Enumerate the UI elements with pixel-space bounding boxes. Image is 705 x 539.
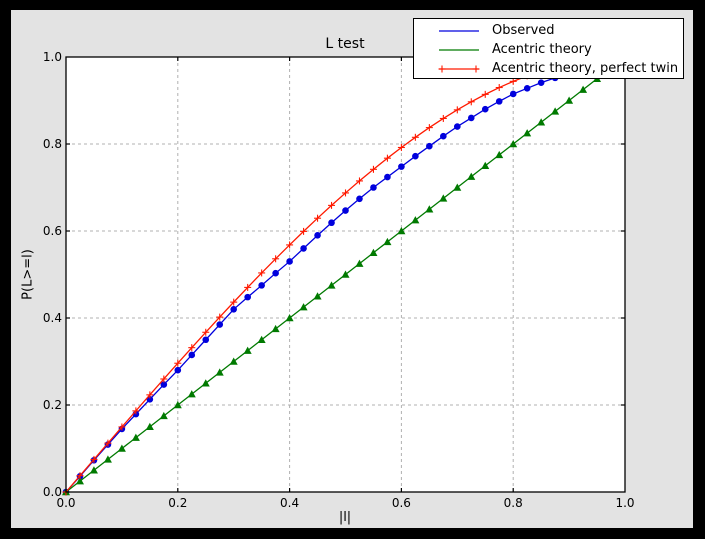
legend-item-perfect-twin: Acentric theory, perfect twin <box>414 59 683 78</box>
gridlines <box>66 57 625 492</box>
legend-label-acentric-theory: Acentric theory <box>492 42 592 57</box>
y-tick-label: 0.0 <box>42 485 62 499</box>
legend-sample-observed <box>439 29 479 32</box>
legend-sample-perfect-twin <box>438 65 480 72</box>
plot-area <box>62 53 629 496</box>
x-tick-label: 0.2 <box>168 496 188 510</box>
legend-label-observed: Observed <box>492 23 555 38</box>
x-tick-label: 1.0 <box>615 496 635 510</box>
x-tick-label: 0.0 <box>56 496 76 510</box>
legend-item-acentric-theory: Acentric theory <box>414 40 683 59</box>
legend: Observed Acentric theory Acentric theory… <box>413 18 684 79</box>
legend-sample-acentric-theory <box>439 48 479 51</box>
y-tick-label: 0.4 <box>42 311 62 325</box>
x-axis-label: |l| <box>338 510 352 525</box>
x-tick-label: 0.6 <box>391 496 411 510</box>
x-tick-label: 0.8 <box>503 496 523 510</box>
figure-background: L test 0.0 0.2 0.4 0.6 0.8 1.0 0.0 0.2 0.4 0.6 0.… <box>11 10 693 528</box>
y-tick-label: 0.6 <box>42 224 62 238</box>
axes-frame <box>65 56 626 493</box>
axis-ticks <box>66 57 625 492</box>
legend-item-observed: Observed <box>414 21 683 40</box>
legend-label-perfect-twin: Acentric theory, perfect twin <box>492 61 679 76</box>
y-tick-label: 0.2 <box>42 398 62 412</box>
y-axis-label: P(L>=l) <box>20 249 36 300</box>
chart-title: L test <box>325 36 365 52</box>
y-tick-label: 1.0 <box>42 50 62 64</box>
y-tick-label: 0.8 <box>42 137 62 151</box>
x-tick-label: 0.4 <box>280 496 300 510</box>
